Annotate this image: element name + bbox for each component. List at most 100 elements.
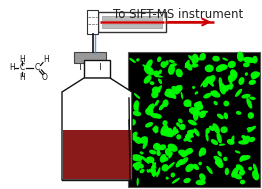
Ellipse shape (176, 69, 183, 77)
Ellipse shape (205, 64, 214, 72)
Ellipse shape (193, 164, 199, 170)
Ellipse shape (151, 165, 156, 177)
Ellipse shape (155, 100, 159, 106)
Ellipse shape (155, 85, 162, 95)
Ellipse shape (235, 89, 242, 97)
Ellipse shape (230, 83, 234, 88)
Ellipse shape (243, 62, 250, 67)
Ellipse shape (153, 125, 157, 131)
Ellipse shape (167, 144, 178, 152)
Ellipse shape (221, 126, 228, 133)
Ellipse shape (185, 134, 194, 138)
Ellipse shape (166, 89, 177, 94)
Ellipse shape (142, 64, 152, 71)
Ellipse shape (185, 138, 192, 142)
Ellipse shape (155, 75, 163, 77)
Ellipse shape (157, 151, 161, 156)
Ellipse shape (144, 75, 151, 84)
Ellipse shape (187, 129, 196, 133)
Ellipse shape (178, 119, 183, 123)
Ellipse shape (238, 77, 244, 85)
Ellipse shape (192, 59, 196, 66)
Ellipse shape (232, 170, 238, 175)
Ellipse shape (130, 132, 138, 140)
Ellipse shape (151, 113, 161, 119)
Ellipse shape (223, 101, 229, 106)
Ellipse shape (219, 64, 227, 70)
Ellipse shape (249, 97, 256, 100)
Ellipse shape (185, 136, 189, 139)
Ellipse shape (162, 164, 169, 172)
Ellipse shape (238, 140, 249, 145)
Ellipse shape (248, 167, 252, 170)
Ellipse shape (138, 163, 144, 169)
Ellipse shape (216, 160, 223, 168)
Ellipse shape (212, 123, 220, 134)
Ellipse shape (188, 55, 193, 61)
Ellipse shape (153, 70, 160, 76)
Ellipse shape (176, 134, 181, 140)
Text: To SIFT-MS instrument: To SIFT-MS instrument (113, 8, 243, 21)
Ellipse shape (210, 91, 220, 98)
Ellipse shape (156, 144, 159, 148)
Ellipse shape (225, 168, 229, 175)
Ellipse shape (147, 156, 155, 163)
Ellipse shape (162, 120, 168, 126)
Ellipse shape (158, 78, 162, 84)
Ellipse shape (205, 132, 209, 142)
Ellipse shape (243, 57, 254, 63)
Ellipse shape (165, 148, 172, 156)
Ellipse shape (184, 148, 193, 155)
Ellipse shape (169, 129, 178, 136)
Ellipse shape (145, 122, 153, 128)
Ellipse shape (143, 140, 148, 149)
Ellipse shape (185, 60, 190, 68)
Ellipse shape (206, 77, 214, 87)
Ellipse shape (158, 69, 162, 74)
Ellipse shape (155, 126, 159, 133)
Ellipse shape (152, 172, 160, 176)
Ellipse shape (215, 159, 221, 165)
Ellipse shape (187, 149, 193, 155)
Ellipse shape (228, 61, 236, 68)
Ellipse shape (231, 136, 234, 144)
Ellipse shape (176, 159, 183, 167)
Ellipse shape (168, 60, 175, 63)
Ellipse shape (211, 90, 218, 95)
Ellipse shape (158, 88, 160, 93)
Ellipse shape (145, 108, 154, 115)
Ellipse shape (227, 85, 233, 90)
Ellipse shape (194, 128, 200, 136)
Ellipse shape (146, 169, 149, 173)
Text: H: H (9, 64, 15, 73)
Ellipse shape (237, 51, 244, 62)
Ellipse shape (199, 110, 206, 118)
Ellipse shape (240, 180, 245, 184)
Ellipse shape (166, 177, 169, 180)
Ellipse shape (156, 144, 161, 155)
Text: C: C (34, 64, 40, 73)
Ellipse shape (199, 173, 206, 181)
Ellipse shape (141, 156, 149, 164)
Ellipse shape (181, 92, 183, 99)
Ellipse shape (242, 94, 250, 98)
Ellipse shape (247, 127, 253, 131)
Ellipse shape (223, 112, 228, 119)
Ellipse shape (171, 172, 175, 177)
Ellipse shape (236, 164, 244, 171)
Ellipse shape (209, 126, 214, 131)
Ellipse shape (252, 56, 258, 64)
Ellipse shape (200, 78, 206, 87)
Text: H: H (19, 73, 25, 81)
Ellipse shape (194, 102, 203, 110)
Ellipse shape (134, 164, 140, 171)
Ellipse shape (206, 166, 213, 174)
Bar (84, 60, 110, 78)
Ellipse shape (162, 99, 168, 107)
Ellipse shape (185, 62, 192, 71)
Ellipse shape (217, 114, 224, 119)
Ellipse shape (246, 98, 252, 109)
Ellipse shape (205, 76, 212, 83)
Ellipse shape (133, 111, 141, 116)
Ellipse shape (235, 150, 241, 154)
